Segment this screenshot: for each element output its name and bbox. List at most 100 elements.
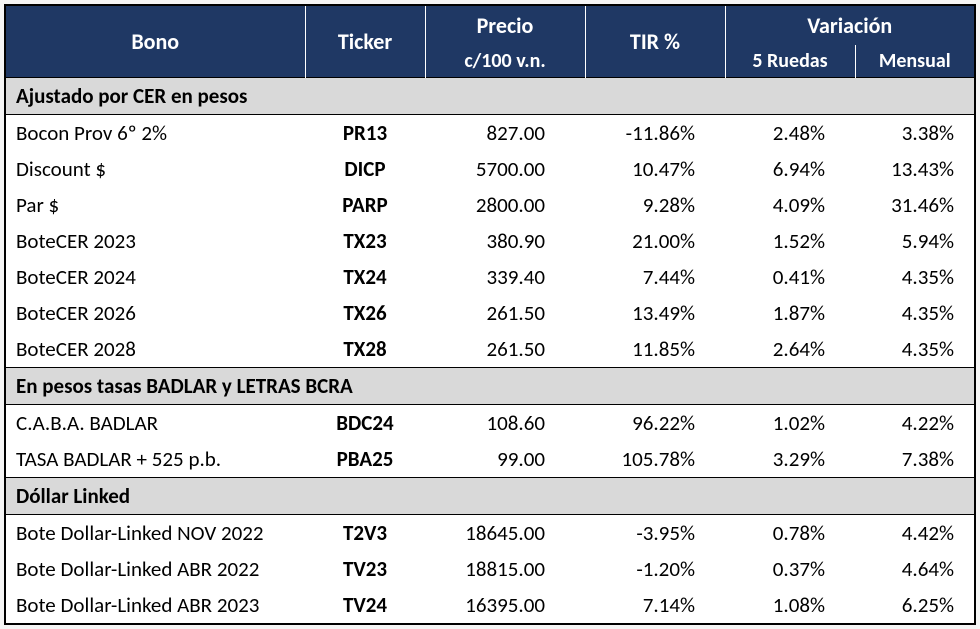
- cell-precio: 16395.00: [425, 587, 585, 624]
- cell-ticker: T2V3: [305, 515, 425, 552]
- cell-bono: BoteCER 2023: [5, 223, 305, 259]
- section-header: Ajustado por CER en pesos: [5, 78, 975, 115]
- cell-ticker: TX23: [305, 223, 425, 259]
- cell-ruedas: 0.78%: [725, 515, 855, 552]
- cell-mensual: 5.94%: [855, 223, 975, 259]
- section-title: En pesos tasas BADLAR y LETRAS BCRA: [5, 368, 975, 405]
- table-row: BoteCER 2024TX24339.407.44%0.41%4.35%: [5, 259, 975, 295]
- cell-ruedas: 6.94%: [725, 151, 855, 187]
- cell-precio: 827.00: [425, 115, 585, 152]
- section-title: Ajustado por CER en pesos: [5, 78, 975, 115]
- cell-mensual: 4.64%: [855, 551, 975, 587]
- cell-ticker: PARP: [305, 187, 425, 223]
- cell-mensual: 4.42%: [855, 515, 975, 552]
- cell-mensual: 7.38%: [855, 441, 975, 478]
- cell-ticker: TV24: [305, 587, 425, 624]
- cell-bono: BoteCER 2024: [5, 259, 305, 295]
- cell-mensual: 4.35%: [855, 259, 975, 295]
- cell-precio: 18645.00: [425, 515, 585, 552]
- cell-ruedas: 0.41%: [725, 259, 855, 295]
- cell-bono: TASA BADLAR + 525 p.b.: [5, 441, 305, 478]
- cell-ruedas: 2.48%: [725, 115, 855, 152]
- cell-precio: 2800.00: [425, 187, 585, 223]
- cell-precio: 5700.00: [425, 151, 585, 187]
- cell-ruedas: 1.02%: [725, 405, 855, 442]
- cell-mensual: 31.46%: [855, 187, 975, 223]
- cell-ruedas: 1.52%: [725, 223, 855, 259]
- cell-tir: -11.86%: [585, 115, 725, 152]
- cell-bono: Bote Dollar-Linked ABR 2022: [5, 551, 305, 587]
- cell-precio: 99.00: [425, 441, 585, 478]
- table-row: Bocon Prov 6º 2%PR13827.00-11.86%2.48%3.…: [5, 115, 975, 152]
- cell-mensual: 4.35%: [855, 295, 975, 331]
- cell-tir: 9.28%: [585, 187, 725, 223]
- cell-bono: Bote Dollar-Linked ABR 2023: [5, 587, 305, 624]
- col-ticker: Ticker: [305, 5, 425, 78]
- cell-tir: -3.95%: [585, 515, 725, 552]
- cell-ruedas: 1.87%: [725, 295, 855, 331]
- cell-bono: C.A.B.A. BADLAR: [5, 405, 305, 442]
- cell-mensual: 13.43%: [855, 151, 975, 187]
- cell-ruedas: 2.64%: [725, 331, 855, 368]
- cell-precio: 261.50: [425, 331, 585, 368]
- cell-tir: 96.22%: [585, 405, 725, 442]
- col-tir: TIR %: [585, 5, 725, 78]
- col-ruedas: 5 Ruedas: [725, 45, 855, 78]
- col-precio-top: Precio: [425, 5, 585, 45]
- cell-ruedas: 0.37%: [725, 551, 855, 587]
- cell-mensual: 6.25%: [855, 587, 975, 624]
- table-row: C.A.B.A. BADLARBDC24108.6096.22%1.02%4.2…: [5, 405, 975, 442]
- cell-ticker: TX24: [305, 259, 425, 295]
- table-row: BoteCER 2028TX28261.5011.85%2.64%4.35%: [5, 331, 975, 368]
- cell-tir: 11.85%: [585, 331, 725, 368]
- table-row: Bote Dollar-Linked ABR 2022TV2318815.00-…: [5, 551, 975, 587]
- cell-ruedas: 4.09%: [725, 187, 855, 223]
- cell-tir: 7.14%: [585, 587, 725, 624]
- cell-tir: 13.49%: [585, 295, 725, 331]
- cell-ruedas: 3.29%: [725, 441, 855, 478]
- cell-mensual: 4.35%: [855, 331, 975, 368]
- col-mensual: Mensual: [855, 45, 975, 78]
- section-title: Dóllar Linked: [5, 478, 975, 515]
- bonds-table: Bono Ticker Precio TIR % Variación c/100…: [4, 4, 976, 625]
- table-row: Par $PARP2800.009.28%4.09%31.46%: [5, 187, 975, 223]
- cell-tir: -1.20%: [585, 551, 725, 587]
- section-header: Dóllar Linked: [5, 478, 975, 515]
- table-header: Bono Ticker Precio TIR % Variación c/100…: [5, 5, 975, 78]
- table-row: Discount $DICP5700.0010.47%6.94%13.43%: [5, 151, 975, 187]
- table-row: BoteCER 2023TX23380.9021.00%1.52%5.94%: [5, 223, 975, 259]
- cell-bono: Bocon Prov 6º 2%: [5, 115, 305, 152]
- table-row: TASA BADLAR + 525 p.b.PBA2599.00105.78%3…: [5, 441, 975, 478]
- cell-tir: 105.78%: [585, 441, 725, 478]
- cell-ticker: TX28: [305, 331, 425, 368]
- cell-bono: Bote Dollar-Linked NOV 2022: [5, 515, 305, 552]
- col-variacion: Variación: [725, 5, 975, 45]
- cell-tir: 21.00%: [585, 223, 725, 259]
- cell-mensual: 4.22%: [855, 405, 975, 442]
- section-header: En pesos tasas BADLAR y LETRAS BCRA: [5, 368, 975, 405]
- cell-ticker: TX26: [305, 295, 425, 331]
- table-row: Bote Dollar-Linked NOV 2022T2V318645.00-…: [5, 515, 975, 552]
- cell-bono: BoteCER 2026: [5, 295, 305, 331]
- col-precio-sub: c/100 v.n.: [425, 45, 585, 78]
- cell-bono: Par $: [5, 187, 305, 223]
- col-bono: Bono: [5, 5, 305, 78]
- cell-precio: 108.60: [425, 405, 585, 442]
- cell-tir: 10.47%: [585, 151, 725, 187]
- cell-ruedas: 1.08%: [725, 587, 855, 624]
- cell-mensual: 3.38%: [855, 115, 975, 152]
- cell-ticker: PR13: [305, 115, 425, 152]
- table-row: Bote Dollar-Linked ABR 2023TV2416395.007…: [5, 587, 975, 624]
- table-body: Ajustado por CER en pesosBocon Prov 6º 2…: [5, 78, 975, 625]
- cell-bono: BoteCER 2028: [5, 331, 305, 368]
- cell-precio: 18815.00: [425, 551, 585, 587]
- cell-ticker: TV23: [305, 551, 425, 587]
- cell-precio: 380.90: [425, 223, 585, 259]
- cell-precio: 261.50: [425, 295, 585, 331]
- cell-precio: 339.40: [425, 259, 585, 295]
- cell-ticker: BDC24: [305, 405, 425, 442]
- cell-ticker: DICP: [305, 151, 425, 187]
- cell-bono: Discount $: [5, 151, 305, 187]
- cell-ticker: PBA25: [305, 441, 425, 478]
- table-row: BoteCER 2026TX26261.5013.49%1.87%4.35%: [5, 295, 975, 331]
